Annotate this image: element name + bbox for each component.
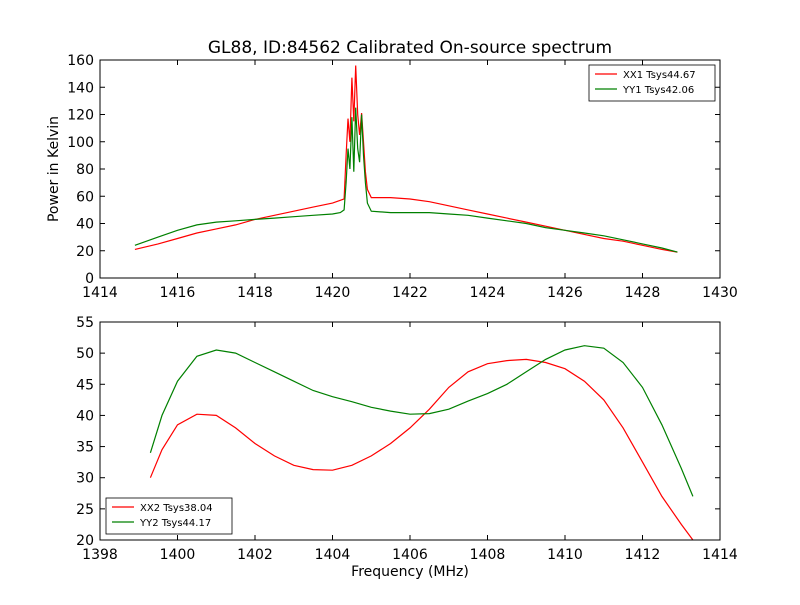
top-chart-ticks: 1414 1416 1418 1420 1422 1424 1426 1428 1430 0 20 4… (67, 53, 738, 301)
y-tick-label: 55 (76, 315, 94, 331)
series-line-2 (149, 345, 694, 497)
top-chart: GL88, ID:84562 Calibrated On-source spec… (46, 38, 738, 301)
series-line-1 (149, 358, 694, 541)
y-tick-label: 25 (76, 502, 94, 518)
bottom-chart-series (149, 345, 694, 541)
y-tick-label: 160 (67, 53, 94, 69)
y-tick-label: 60 (76, 189, 94, 205)
series-line-1 (134, 65, 678, 253)
x-tick-label: 1428 (625, 285, 661, 301)
y-tick-label: 100 (67, 135, 94, 151)
x-tick-label: 1398 (82, 547, 118, 563)
x-tick-label: 1400 (160, 547, 196, 563)
x-tick-label: 1422 (392, 285, 428, 301)
y-tick-label: 140 (67, 80, 94, 96)
top-chart-legend: XX1 Tsys44.67 YY1 Tsys42.06 (588, 64, 716, 102)
x-tick-label: 1404 (315, 547, 351, 563)
y-tick-label: 0 (85, 271, 94, 287)
x-tick-label: 1416 (160, 285, 196, 301)
x-tick-label: 1414 (82, 285, 118, 301)
legend-label: XX1 Tsys44.67 (623, 70, 696, 81)
x-tick-label: 1426 (547, 285, 583, 301)
y-tick-label: 80 (76, 162, 94, 178)
x-tick-label: 1410 (547, 547, 583, 563)
top-chart-ylabel: Power in Kelvin (46, 116, 62, 222)
x-tick-label: 1406 (392, 547, 428, 563)
bottom-chart-frame (99, 321, 721, 541)
y-tick-label: 40 (76, 217, 94, 233)
x-tick-label: 1402 (237, 547, 273, 563)
top-chart-title: GL88, ID:84562 Calibrated On-source spec… (208, 38, 612, 58)
top-chart-series (134, 65, 678, 253)
x-tick-label: 1418 (237, 285, 273, 301)
x-tick-label: 1412 (625, 547, 661, 563)
y-tick-label: 20 (76, 533, 94, 549)
x-tick-label: 1414 (702, 547, 738, 563)
y-tick-label: 50 (76, 346, 94, 362)
y-tick-label: 20 (76, 244, 94, 260)
legend-label: YY1 Tsys42.06 (622, 85, 694, 96)
legend-label: XX2 Tsys38.04 (140, 503, 213, 514)
y-tick-label: 30 (76, 471, 94, 487)
y-tick-label: 40 (76, 408, 94, 424)
bottom-chart-legend: XX2 Tsys38.04 YY2 Tsys44.17 (105, 497, 233, 535)
y-tick-label: 120 (67, 108, 94, 124)
bottom-chart-xlabel: Frequency (MHz) (351, 564, 469, 580)
x-tick-label: 1408 (470, 547, 506, 563)
y-tick-label: 35 (76, 440, 94, 456)
y-tick-label: 45 (76, 377, 94, 393)
legend-box (105, 497, 233, 535)
top-chart-frame (99, 59, 721, 279)
legend-label: YY2 Tsys44.17 (139, 518, 211, 529)
bottom-chart: 1398 1400 1402 1404 1406 1408 1410 1412 1414 20 25… (76, 315, 738, 580)
bottom-chart-ticks: 1398 1400 1402 1404 1406 1408 1410 1412 1414 20 25… (76, 315, 738, 563)
series-line-2 (134, 107, 678, 253)
x-tick-label: 1420 (315, 285, 351, 301)
legend-box (588, 64, 716, 102)
x-tick-label: 1430 (702, 285, 738, 301)
x-tick-label: 1424 (470, 285, 506, 301)
